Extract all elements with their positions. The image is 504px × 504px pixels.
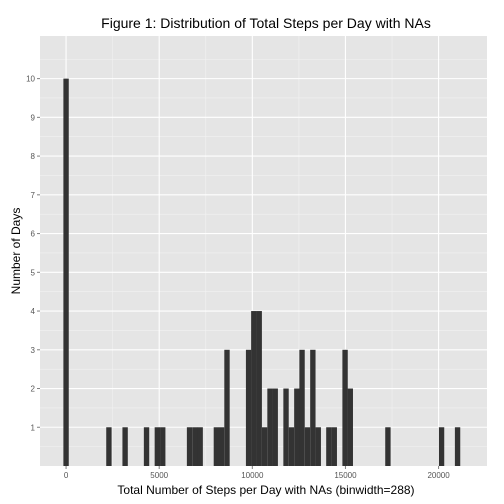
x-tick-label: 15000 bbox=[334, 471, 357, 480]
histogram-bar bbox=[122, 427, 128, 466]
histogram-bar bbox=[245, 349, 252, 466]
y-axis-ticks: 1 2 3 4 5 6 7 8 9 10 bbox=[26, 75, 40, 432]
histogram-bar bbox=[331, 427, 337, 466]
histogram-bar bbox=[186, 427, 193, 466]
histogram-bar bbox=[326, 427, 332, 466]
histogram-bar bbox=[294, 388, 300, 466]
histogram-bar bbox=[385, 427, 391, 466]
histogram-bar bbox=[342, 349, 348, 466]
x-axis-ticks: 0 5000 10000 15000 20000 bbox=[64, 466, 450, 480]
histogram-bar bbox=[218, 427, 225, 466]
histogram-bar bbox=[454, 427, 461, 466]
histogram-bar bbox=[63, 78, 69, 466]
x-tick-label: 10000 bbox=[241, 471, 264, 480]
histogram-bar bbox=[213, 427, 220, 466]
histogram-bar bbox=[261, 427, 268, 466]
y-tick-label: 10 bbox=[26, 75, 35, 84]
histogram-bar bbox=[438, 427, 445, 466]
histogram-bar bbox=[106, 427, 112, 466]
x-tick-label: 5000 bbox=[150, 471, 168, 480]
y-axis-title: Number of Days bbox=[9, 208, 23, 295]
histogram-bar bbox=[192, 427, 198, 466]
y-tick-label: 9 bbox=[31, 113, 36, 122]
histogram-bar bbox=[251, 311, 257, 466]
y-tick-label: 8 bbox=[31, 152, 36, 161]
y-tick-label: 7 bbox=[31, 191, 36, 200]
y-tick-label: 3 bbox=[31, 346, 36, 355]
histogram-bar bbox=[256, 311, 262, 466]
y-tick-label: 4 bbox=[31, 307, 36, 316]
y-tick-label: 2 bbox=[31, 385, 36, 394]
plot-panel bbox=[40, 36, 487, 466]
histogram-bar bbox=[197, 427, 203, 466]
histogram-bar bbox=[143, 427, 150, 466]
histogram-bar bbox=[272, 388, 278, 466]
x-axis-title: Total Number of Steps per Day with NAs (… bbox=[117, 483, 414, 497]
histogram-bars bbox=[63, 78, 461, 466]
y-tick-label: 6 bbox=[31, 230, 36, 239]
chart-title: Figure 1: Distribution of Total Steps pe… bbox=[101, 15, 431, 31]
histogram-bar bbox=[304, 427, 311, 466]
histogram-bar bbox=[160, 427, 166, 466]
histogram-bar bbox=[267, 388, 273, 466]
histogram-bar bbox=[154, 427, 161, 466]
y-tick-label: 1 bbox=[31, 423, 36, 432]
histogram-bar bbox=[288, 427, 295, 466]
grid-lines bbox=[40, 36, 487, 466]
y-tick-label: 5 bbox=[31, 268, 36, 277]
histogram-bar bbox=[299, 349, 305, 466]
histogram-bar bbox=[224, 349, 230, 466]
histogram-bar bbox=[315, 427, 321, 466]
histogram-bar bbox=[283, 388, 289, 466]
x-tick-label: 0 bbox=[64, 471, 69, 480]
histogram-bar bbox=[310, 349, 316, 466]
histogram-bar bbox=[347, 388, 353, 466]
x-tick-label: 20000 bbox=[427, 471, 450, 480]
